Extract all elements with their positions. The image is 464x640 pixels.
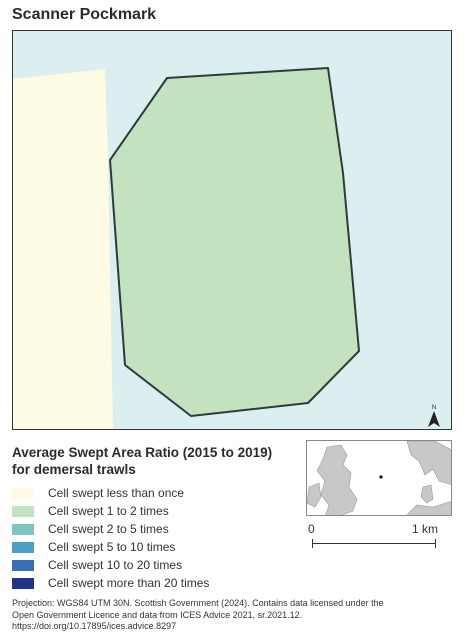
legend-label: Cell swept less than once <box>48 486 185 500</box>
locator-inset-map <box>306 440 452 516</box>
legend-item: Cell swept 5 to 10 times <box>12 538 302 556</box>
north-arrow-icon: N <box>428 405 440 427</box>
legend: Cell swept less than once Cell swept 1 t… <box>12 484 302 592</box>
legend-swatch <box>12 541 34 553</box>
inset-map-canvas <box>307 441 451 515</box>
legend-title-line2: for demersal trawls <box>12 462 136 477</box>
scale-end-label: 1 km <box>412 522 439 536</box>
map-canvas <box>13 67 360 429</box>
scale-tick <box>312 539 313 548</box>
inset-denmark-landmass <box>420 484 434 504</box>
land-area-strip <box>13 69 113 429</box>
legend-item: Cell swept more than 20 times <box>12 574 302 592</box>
legend-label: Cell swept 2 to 5 times <box>48 522 169 536</box>
inset-europe-landmass <box>406 501 451 515</box>
footer-link[interactable]: https://doi.org/10.17895/ices.advice.829… <box>12 621 177 631</box>
footer-line2: Open Government Licence and data from IC… <box>12 609 303 620</box>
legend-swatch <box>12 487 34 499</box>
scale-bar: 0 1 km <box>308 522 452 556</box>
legend-label: Cell swept 5 to 10 times <box>48 540 176 554</box>
inset-ireland-landmass <box>307 482 322 508</box>
legend-swatch <box>12 523 34 535</box>
legend-swatch <box>12 577 34 589</box>
legend-label: Cell swept 10 to 20 times <box>48 558 183 572</box>
inset-britain-landmass <box>316 444 358 515</box>
scale-bar-line <box>312 543 436 544</box>
legend-title-line1: Average Swept Area Ratio (2015 to 2019) <box>12 445 273 460</box>
legend-item: Cell swept 2 to 5 times <box>12 520 302 538</box>
legend-swatch <box>12 559 34 571</box>
svg-text:N: N <box>432 405 436 411</box>
attribution-footer: Projection: WGS84 UTM 30N. Scottish Gove… <box>12 598 456 633</box>
legend-label: Cell swept 1 to 2 times <box>48 504 169 518</box>
legend-label: Cell swept more than 20 times <box>48 576 210 590</box>
scale-start-label: 0 <box>308 522 315 536</box>
legend-item: Cell swept less than once <box>12 484 302 502</box>
map-title: Scanner Pockmark <box>12 6 157 23</box>
legend-title: Average Swept Area Ratio (2015 to 2019) … <box>12 444 302 478</box>
legend-item: Cell swept 10 to 20 times <box>12 556 302 574</box>
scale-tick <box>435 539 436 548</box>
footer-line1: Projection: WGS84 UTM 30N. Scottish Gove… <box>12 598 384 608</box>
inset-scandinavia-landmass <box>406 441 451 485</box>
legend-item: Cell swept 1 to 2 times <box>12 502 302 520</box>
main-map[interactable] <box>12 30 452 430</box>
inset-site-marker <box>379 475 383 479</box>
legend-swatch <box>12 505 34 517</box>
pockmark-site-polygon[interactable] <box>109 67 360 417</box>
